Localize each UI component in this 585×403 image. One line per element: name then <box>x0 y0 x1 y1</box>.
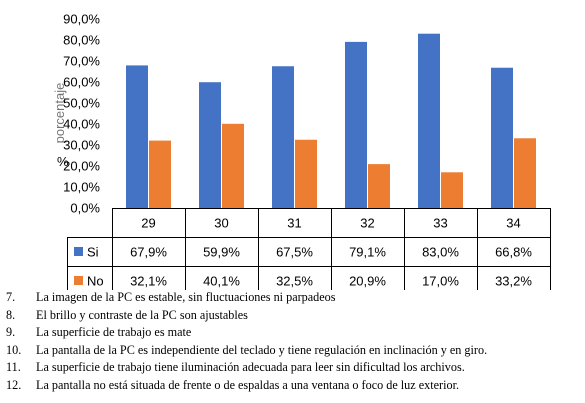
note-text: La imagen de la PC es estable, sin fluct… <box>36 290 336 304</box>
data-label: 20,9% <box>349 274 386 289</box>
x-category-label: 29 <box>141 216 155 231</box>
bar-no <box>295 139 317 208</box>
y-axis: 0,0% 10,0% 20,0% 30,0% 40,0% 50,0% 60,0% 70,0% 8… <box>63 12 100 216</box>
bar-no <box>149 140 171 208</box>
note-item: 7. La imagen de la PC es estable, sin flu… <box>6 289 584 307</box>
data-label: 32,5% <box>276 274 313 289</box>
data-label: 32,1% <box>130 274 167 289</box>
y-tick-label: 90,0% <box>63 12 100 27</box>
data-label: 17,0% <box>422 274 459 289</box>
note-item: 10. La pantalla de la PC es independiente… <box>6 342 584 360</box>
data-table: 29 30 31 32 33 34 Si 67,9% 59,9% 67,5% 79,1% 83,0% 6… <box>67 208 551 290</box>
legend-label: Si <box>87 245 99 260</box>
note-number: 9. <box>6 325 16 340</box>
note-item: 12. La pantalla no está situada de frente… <box>6 377 584 395</box>
note-item: 8. El brillo y contraste de la PC son aju… <box>6 307 584 325</box>
notes-list: 7. La imagen de la PC es estable, sin flu… <box>6 289 584 395</box>
bar-si <box>199 82 221 208</box>
y-axis-label-obscured: porcentaje <box>52 83 67 144</box>
x-category-label: 30 <box>214 216 228 231</box>
bar-no <box>514 138 536 208</box>
data-label: 33,2% <box>495 274 532 289</box>
y-tick-label: 80,0% <box>63 33 100 48</box>
x-category-label: 34 <box>506 216 520 231</box>
bar-no <box>368 164 390 208</box>
y-tick-label: 40,0% <box>63 117 100 132</box>
note-text: El brillo y contraste de la PC son ajust… <box>36 307 248 322</box>
y-tick-label: 10,0% <box>63 180 100 195</box>
legend-label: No <box>87 274 104 289</box>
bars <box>126 33 536 209</box>
y-tick-label: 30,0% <box>63 138 100 153</box>
bar-no <box>441 172 463 208</box>
note-text: La superficie de trabajo es mate <box>36 325 192 340</box>
y-axis-label: % porcentaje <box>52 83 69 169</box>
note-number: 10. <box>6 342 22 357</box>
y-tick-label: 20,0% <box>63 159 100 174</box>
note-number: 7. <box>6 290 16 304</box>
bar-si <box>126 65 148 208</box>
legend-swatch-no <box>74 276 83 285</box>
x-category-label: 32 <box>360 216 374 231</box>
note-number: 11. <box>6 360 21 375</box>
y-tick-label: 70,0% <box>63 54 100 69</box>
y-tick-label: 50,0% <box>63 96 100 111</box>
bar-si <box>491 67 513 208</box>
bar-si <box>272 66 294 208</box>
data-label: 67,9% <box>130 245 167 260</box>
note-item: 11. La superficie de trabajo tiene ilumin… <box>6 359 584 377</box>
x-category-label: 31 <box>287 216 301 231</box>
data-label: 40,1% <box>203 274 240 289</box>
y-tick-label: 60,0% <box>63 75 100 90</box>
note-number: 8. <box>6 307 16 322</box>
note-text: La superficie de trabajo tiene iluminaci… <box>36 360 465 375</box>
legend-swatch-si <box>74 247 83 256</box>
y-axis-unit: % <box>57 154 69 169</box>
data-label: 67,5% <box>276 245 313 260</box>
bar-si <box>418 33 440 209</box>
data-label: 66,8% <box>495 245 532 260</box>
bar-si <box>345 41 367 208</box>
note-text: La pantalla no está situada de frente o … <box>36 377 459 392</box>
note-text: La pantalla de la PC es independiente de… <box>36 342 488 357</box>
data-label: 79,1% <box>349 245 386 260</box>
note-number: 12. <box>6 377 22 392</box>
note-item: 9. La superficie de trabajo es mate <box>6 324 584 342</box>
bar-chart: 0,0% 10,0% 20,0% 30,0% 40,0% 50,0% 60,0% 70,0% 8… <box>52 12 551 290</box>
bar-no <box>222 123 244 208</box>
data-label: 83,0% <box>422 245 459 260</box>
y-tick-label: 0,0% <box>70 201 100 216</box>
data-label: 59,9% <box>203 245 240 260</box>
x-category-label: 33 <box>433 216 447 231</box>
